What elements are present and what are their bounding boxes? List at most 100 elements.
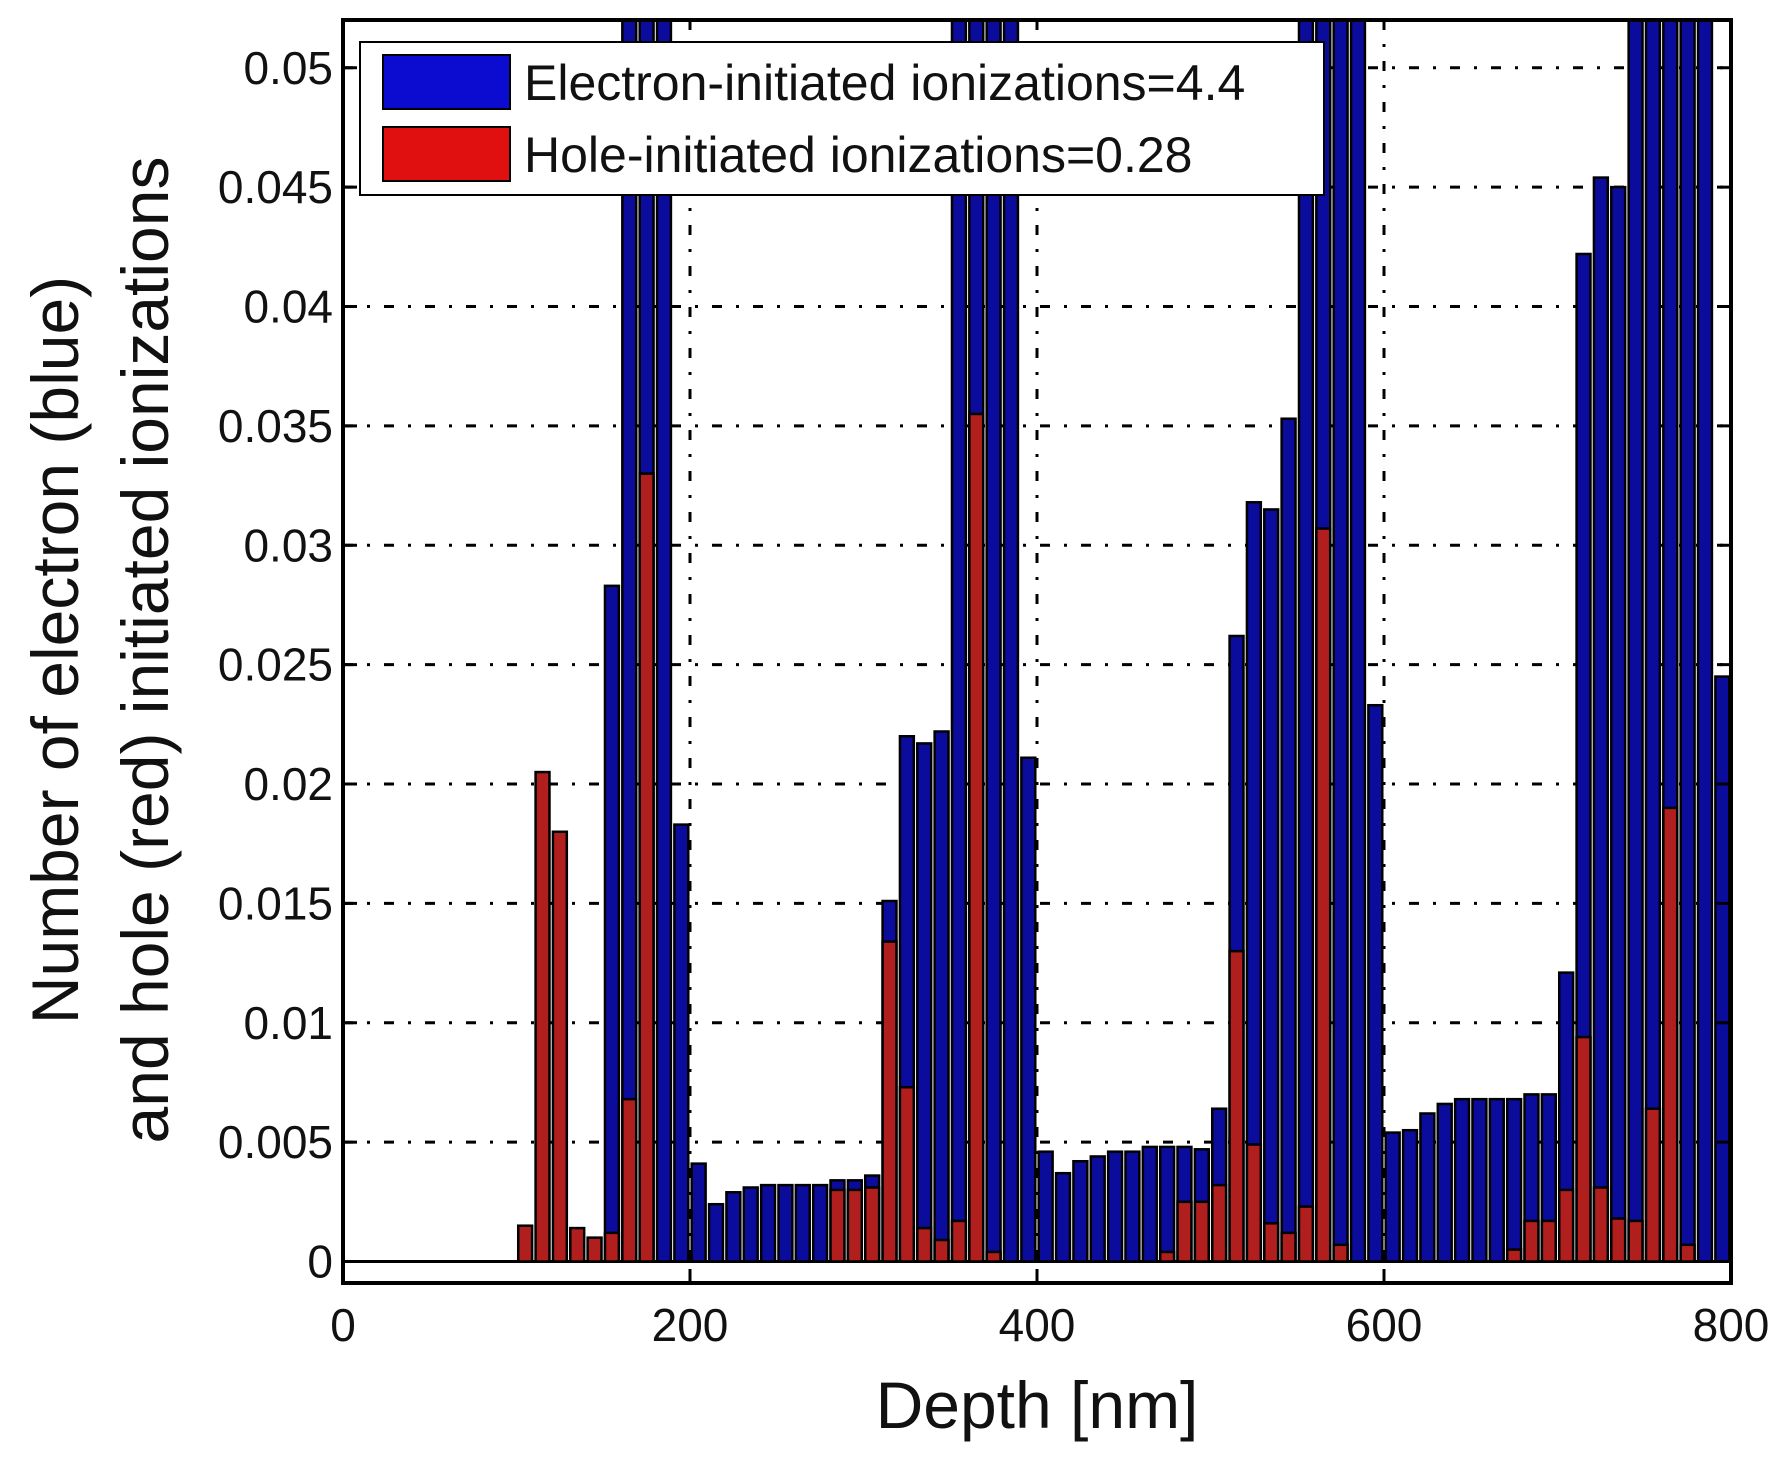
y-tick-label: 0.005: [218, 1116, 333, 1168]
hole-bar: [1505, 1248, 1523, 1263]
hole-bar: [1315, 527, 1332, 1263]
hole-bar: [916, 1226, 933, 1263]
hole-bar: [516, 1224, 534, 1263]
electron-bar: [1367, 703, 1384, 1263]
hole-bar: [1280, 1231, 1297, 1263]
hole-bar: [1332, 1243, 1349, 1263]
x-tick-label: 0: [330, 1299, 356, 1351]
electron-bar: [1679, 20, 1696, 1263]
hole-bar: [1557, 1188, 1575, 1263]
y-axis-label-line2: and hole (red) initiated ionizations: [108, 157, 182, 1144]
electron-bar: [603, 584, 621, 1263]
hole-bar: [1263, 1222, 1280, 1263]
electron-bar: [1505, 1097, 1523, 1263]
electron-bar: [1644, 20, 1662, 1263]
x-tick-label: 600: [1346, 1299, 1423, 1351]
electron-bar: [1488, 1097, 1505, 1263]
hole-bar: [586, 1236, 603, 1263]
electron-bar: [1384, 1131, 1401, 1263]
y-tick-label: 0.03: [243, 519, 333, 571]
legend-label-hole: Hole-initiated ionizations=0.28: [524, 127, 1192, 183]
electron-bar: [1349, 20, 1367, 1263]
legend-swatch-hole: [382, 126, 511, 182]
hole-bar: [1523, 1219, 1540, 1263]
electron-bar: [916, 742, 933, 1263]
electron-bar: [673, 823, 690, 1263]
electron-bar: [1401, 1128, 1419, 1263]
electron-bar: [1332, 20, 1349, 1263]
hole-bar: [1662, 806, 1679, 1263]
electron-bar: [1020, 756, 1037, 1263]
hole-bar: [985, 1250, 1002, 1263]
electron-bar: [1072, 1159, 1089, 1263]
hole-bar: [1228, 949, 1245, 1263]
hole-bar: [1679, 1243, 1696, 1263]
electron-bar: [742, 1186, 759, 1263]
hole-bar: [933, 1238, 950, 1263]
hole-bar: [898, 1085, 916, 1263]
grid-lines: [343, 20, 1731, 1283]
x-axis-label: Depth [nm]: [876, 1368, 1199, 1442]
y-tick-label: 0.045: [218, 161, 333, 213]
y-tick-label: 0: [307, 1236, 333, 1288]
hole-bar: [1540, 1219, 1558, 1263]
electron-bar: [707, 1202, 725, 1263]
electron-bar: [811, 1183, 829, 1263]
hole-bar: [1575, 1035, 1592, 1263]
bars: [516, 20, 1731, 1263]
hole-bar: [1176, 1200, 1193, 1263]
electron-bar: [655, 20, 673, 1263]
hole-bar: [829, 1188, 846, 1263]
electron-bar: [794, 1183, 811, 1263]
hole-bar: [846, 1188, 864, 1263]
electron-bar: [1419, 1112, 1436, 1263]
electron-bar: [1002, 20, 1020, 1263]
hole-bar: [950, 1219, 968, 1263]
y-tick-label: 0.02: [243, 758, 333, 810]
legend: Electron-initiated ionizations=4.4 Hole-…: [359, 41, 1325, 196]
hole-bar: [603, 1231, 621, 1263]
hole-bar: [1610, 1217, 1627, 1263]
electron-bar: [690, 1162, 707, 1263]
electron-bar: [777, 1183, 794, 1263]
electron-bar: [1141, 1145, 1158, 1263]
hole-bar: [1210, 1183, 1228, 1263]
electron-bar: [1696, 20, 1714, 1263]
electron-bar: [933, 730, 950, 1263]
hole-bar: [638, 472, 655, 1263]
hole-bar: [1644, 1107, 1662, 1263]
hole-bar: [863, 1186, 881, 1263]
electron-bar: [1054, 1171, 1072, 1263]
electron-bar: [1627, 20, 1644, 1263]
electron-bar: [1436, 1102, 1453, 1263]
electron-bar: [1106, 1150, 1124, 1263]
y-tick-label: 0.025: [218, 639, 333, 691]
electron-bar: [759, 1183, 777, 1263]
hole-bar: [534, 770, 551, 1263]
hole-bar: [1297, 1205, 1315, 1263]
ticks: 0 0.005 0.01 0.015 0.02 0.025 0.03 0.035 0.04 0.0…: [218, 42, 1770, 1351]
x-tick-label: 800: [1693, 1299, 1770, 1351]
x-tick-label: 200: [652, 1299, 729, 1351]
hole-bar: [968, 412, 985, 1263]
hole-bar: [1627, 1219, 1644, 1263]
y-axis-label-line1: Number of electron (blue): [18, 276, 92, 1024]
electron-bar: [1037, 1150, 1054, 1263]
electron-bar: [725, 1191, 742, 1263]
y-tick-label: 0.035: [218, 400, 333, 452]
hole-bar: [569, 1226, 586, 1263]
legend-box: [359, 41, 1325, 196]
electron-bar: [1158, 1145, 1176, 1263]
hole-bar: [551, 830, 569, 1263]
y-tick-label: 0.05: [243, 42, 333, 94]
legend-swatch-electron: [382, 54, 511, 110]
hole-bar: [881, 940, 898, 1263]
electron-bar: [1592, 176, 1610, 1263]
legend-label-electron: Electron-initiated ionizations=4.4: [524, 55, 1245, 111]
x-tick-label: 400: [999, 1299, 1076, 1351]
electron-bar: [1453, 1097, 1471, 1263]
hole-bar: [1245, 1143, 1263, 1263]
electron-bar: [1124, 1150, 1141, 1263]
electron-bar: [1280, 417, 1297, 1263]
